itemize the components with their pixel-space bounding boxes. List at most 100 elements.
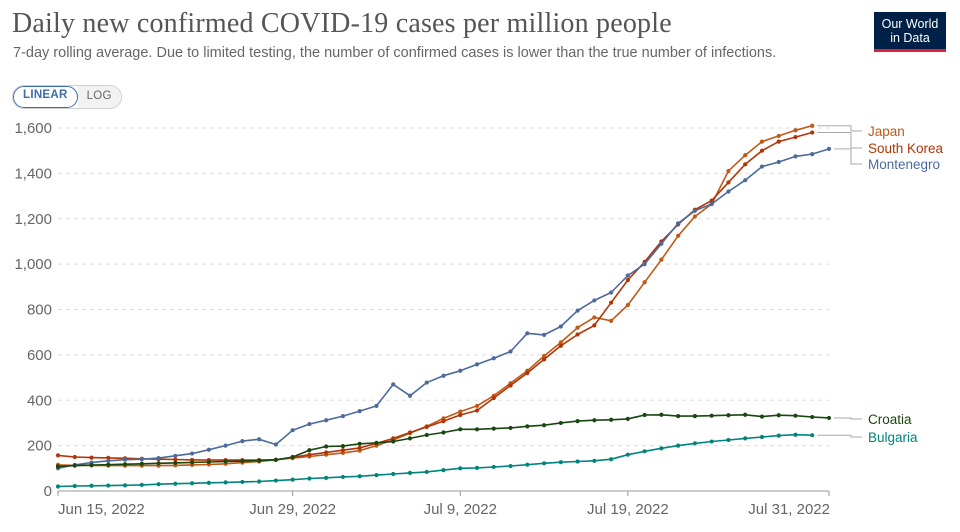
data-point [575,325,580,330]
data-point [743,436,748,441]
data-point [826,146,832,151]
legend-connector [817,434,862,438]
data-point [743,412,748,417]
data-point [592,323,597,328]
data-point [609,290,614,295]
data-point [89,455,94,460]
data-point [743,162,748,167]
chart-title: Daily new confirmed COVID-19 cases per m… [12,8,672,39]
data-point [558,420,563,426]
y-tick-label: 1,200 [14,211,52,228]
data-point [558,340,563,345]
y-axis: 0 200 400 600 800 1,000 1,200 1,400 1,600 [14,120,52,500]
data-point [340,448,346,453]
x-axis: Jun 15, 2022 Jun 29, 2022 Jul 9, 2022 Jul 1… [57,490,830,518]
data-point [726,189,731,194]
data-point [525,331,530,336]
data-point [726,169,731,174]
data-point [676,443,681,448]
data-point [307,421,312,427]
data-point [106,455,111,460]
series-line-japan [57,124,813,467]
chart-subtitle: 7-day rolling average. Due to limited te… [13,45,777,61]
data-point [139,482,144,487]
data-point [273,457,278,463]
legend-connector [817,125,862,132]
data-point [89,463,94,468]
data-point [541,332,547,338]
data-point [206,459,211,465]
x-tick-label: Jun 29, 2022 [249,501,336,518]
data-point [156,482,161,487]
data-point [709,439,714,444]
data-point [106,483,111,488]
data-point [491,426,496,431]
data-point [407,436,413,441]
data-point [776,413,781,418]
data-point [659,412,664,417]
x-tick-label: Jun 15, 2022 [58,501,145,518]
data-point [709,201,714,207]
data-point [541,423,547,428]
data-point [575,459,580,464]
y-tick-label: 1,000 [14,256,52,273]
data-point [324,475,329,480]
data-point [441,430,446,435]
data-point [726,437,731,443]
data-point [558,324,563,329]
data-point [424,432,429,438]
data-point [407,393,413,398]
data-point [508,463,513,469]
data-point [692,441,698,446]
legend-label-bulgaria: Bulgaria [868,430,918,445]
data-point [491,395,496,401]
data-point [189,460,195,465]
data-point [609,417,614,422]
y-tick-label: 1,400 [14,165,52,182]
data-point [474,403,480,409]
data-point [558,460,563,465]
data-point [307,452,312,457]
x-tick-label: Jul 9, 2022 [424,501,497,518]
log-scale-button[interactable]: LOG [77,86,121,108]
data-point [793,134,798,140]
data-point [257,437,262,442]
data-point [810,130,815,135]
data-point [407,470,413,475]
data-point [206,480,211,485]
data-point [374,403,379,409]
data-point [659,257,664,262]
x-tick-label: Jul 31, 2022 [748,501,830,518]
data-point [458,412,463,418]
y-tick-label: 600 [27,347,52,364]
data-point [240,458,245,464]
data-point [642,280,647,285]
data-point [642,412,647,418]
data-point [458,368,463,373]
legend-label-japan: Japan [868,124,905,139]
data-point [592,458,597,463]
data-point [575,308,580,313]
owid-logo[interactable]: Our World in Data [874,12,946,52]
data-point [89,483,94,488]
data-point [407,430,413,435]
data-point [776,433,781,438]
series-lines [55,123,832,489]
data-point [72,483,77,489]
data-point [625,273,630,278]
data-point [743,178,748,183]
data-point [55,484,61,489]
data-point [441,468,446,473]
data-point [541,461,547,466]
data-point [810,433,815,438]
y-tick-label: 1,600 [14,120,52,137]
gridlines [58,127,829,447]
data-point [122,457,128,462]
data-point [525,370,530,376]
data-point [307,476,312,481]
data-point [240,479,245,485]
data-point [676,233,681,238]
data-point [759,139,765,144]
linear-scale-button[interactable]: LINEAR [13,86,78,108]
data-point [508,425,513,431]
